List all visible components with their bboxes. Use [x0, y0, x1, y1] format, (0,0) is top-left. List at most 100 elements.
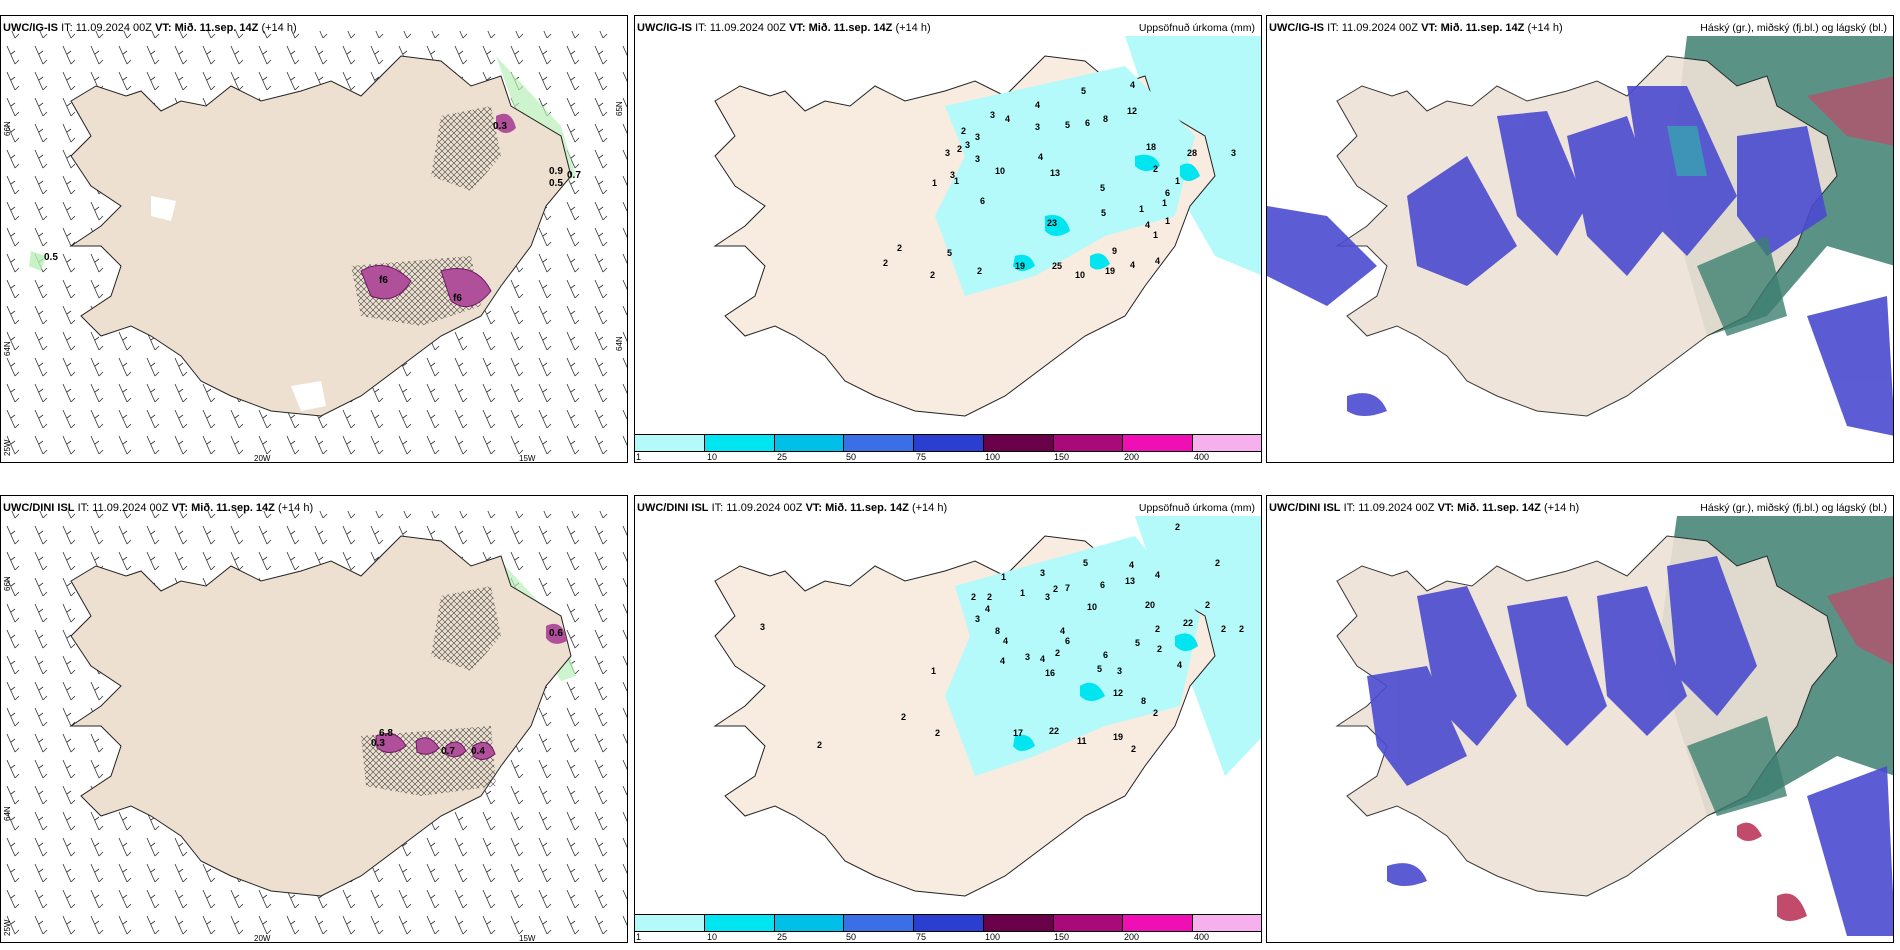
- lat-label-66n: 66N: [3, 576, 12, 591]
- svg-text:1: 1: [932, 178, 937, 188]
- colorbar-label: 10: [707, 932, 718, 942]
- svg-text:4: 4: [1038, 152, 1043, 162]
- precip-map: 5 4 12 3 4 4 6 8 2 3 3 5 3 18 28 3 3 2 3…: [713, 36, 1261, 417]
- panel-header: UWC/DINI ISL IT: 11.09.2024 00Z VT: Mið.…: [637, 502, 948, 514]
- svg-text:3: 3: [975, 154, 980, 164]
- svg-text:3: 3: [975, 132, 980, 142]
- precip-numbers: 5 4 12 3 4 4 6 8 2 3 3 5 3 18 28 3 3 2 3…: [883, 80, 1236, 280]
- lon-label-20w: 20W: [254, 934, 271, 943]
- svg-text:5: 5: [1081, 86, 1086, 96]
- svg-text:4: 4: [1155, 570, 1160, 580]
- svg-text:4: 4: [985, 604, 990, 614]
- wind-map: 0.5 0.3 0.9 0.7 0.5 f6 f6: [1, 31, 627, 462]
- svg-text:12: 12: [1113, 688, 1123, 698]
- svg-text:2: 2: [1205, 600, 1210, 610]
- svg-text:17: 17: [1013, 728, 1023, 738]
- svg-text:1: 1: [1020, 588, 1025, 598]
- svg-text:5: 5: [1101, 208, 1106, 218]
- svg-text:3: 3: [1035, 122, 1040, 132]
- colorbar-label: 1: [636, 452, 642, 462]
- svg-text:4: 4: [1130, 80, 1135, 90]
- cloud-cover-panel-row1: UWC/IG-IS IT: 11.09.2024 00Z VT: Mið. 11…: [1266, 15, 1894, 463]
- svg-text:1: 1: [931, 666, 936, 676]
- low-cloud-bands: [1267, 86, 1893, 436]
- precip-label: 6.8: [379, 728, 393, 739]
- svg-text:12: 12: [1127, 106, 1137, 116]
- svg-text:7: 7: [1065, 583, 1070, 593]
- colorbar-label: 150: [1054, 452, 1070, 462]
- lon-label-25w: 25W: [3, 919, 12, 936]
- colorbar-label: 400: [1194, 932, 1210, 942]
- cloud-cover-panel-row2: UWC/DINI ISL IT: 11.09.2024 00Z VT: Mið.…: [1266, 495, 1894, 943]
- precip-label: 0.7: [441, 746, 455, 757]
- panel-title: Háský (gr.), miðský (fj.bl.) og lágský (…: [1700, 502, 1887, 514]
- svg-text:9: 9: [1112, 246, 1117, 256]
- lon-label-25w: 25W: [3, 439, 12, 456]
- accumulated-precip-panel-row2: UWC/DINI ISL IT: 11.09.2024 00Z VT: Mið.…: [634, 495, 1262, 943]
- panel-title: Uppsöfnuð úrkoma (mm): [1138, 502, 1255, 514]
- svg-text:8: 8: [1103, 114, 1108, 124]
- colorbar-label: 50: [846, 452, 857, 462]
- svg-text:1: 1: [1165, 216, 1170, 226]
- svg-text:6: 6: [1165, 188, 1170, 198]
- svg-text:19: 19: [1113, 732, 1123, 742]
- svg-text:4: 4: [1003, 636, 1008, 646]
- svg-text:16: 16: [1045, 668, 1055, 678]
- svg-text:2: 2: [1221, 624, 1226, 634]
- svg-text:13: 13: [1125, 576, 1135, 586]
- wind-map: 0.3 0.7 0.4 6.8 0.6: [1, 511, 627, 942]
- svg-text:2: 2: [977, 266, 982, 276]
- lat-label-right: 64N: [615, 336, 624, 351]
- svg-text:2: 2: [987, 592, 992, 602]
- colorbar-label: 1: [636, 932, 642, 942]
- lon-label-20w: 20W: [254, 454, 271, 463]
- cloud-map: [1267, 36, 1893, 436]
- svg-text:2: 2: [1239, 624, 1244, 634]
- precip-label: f6: [453, 293, 462, 304]
- svg-text:2: 2: [930, 270, 935, 280]
- colorbar-label: 25: [777, 452, 788, 462]
- svg-text:3: 3: [950, 170, 955, 180]
- colorbar-label: 10: [707, 452, 718, 462]
- lon-label-15w: 15W: [519, 454, 536, 463]
- panel-header: UWC/DINI ISL IT: 11.09.2024 00Z VT: Mið.…: [3, 502, 314, 514]
- panel-title: Uppsöfnuð úrkoma (mm): [1138, 22, 1255, 34]
- svg-text:19: 19: [1105, 266, 1115, 276]
- svg-text:2: 2: [1155, 624, 1160, 634]
- lat-label-66n: 66N: [3, 121, 12, 136]
- svg-text:5: 5: [1097, 664, 1102, 674]
- svg-text:4: 4: [1130, 260, 1135, 270]
- lat-label-64n: 64N: [3, 806, 12, 821]
- svg-text:2: 2: [901, 712, 906, 722]
- svg-text:2: 2: [1157, 644, 1162, 654]
- svg-text:23: 23: [1047, 218, 1057, 228]
- precip-magenta-1: [360, 264, 412, 300]
- panel-header: UWC/DINI ISL IT: 11.09.2024 00Z VT: Mið.…: [1269, 502, 1580, 514]
- svg-text:4: 4: [1040, 654, 1045, 664]
- colorbar-label: 400: [1194, 452, 1210, 462]
- accumulated-precip-panel-row1: UWC/IG-IS IT: 11.09.2024 00Z VT: Mið. 11…: [634, 15, 1262, 463]
- precip-label: 0.5: [549, 178, 563, 189]
- svg-text:6: 6: [1100, 580, 1105, 590]
- svg-text:4: 4: [1000, 656, 1005, 666]
- svg-text:2: 2: [1153, 164, 1158, 174]
- svg-text:5: 5: [1083, 558, 1088, 568]
- svg-text:1: 1: [1139, 204, 1144, 214]
- svg-text:2: 2: [935, 728, 940, 738]
- svg-text:5: 5: [1100, 183, 1105, 193]
- svg-text:19: 19: [1015, 261, 1025, 271]
- svg-text:3: 3: [990, 110, 995, 120]
- svg-text:18: 18: [1146, 142, 1156, 152]
- svg-text:5: 5: [947, 248, 952, 258]
- precip-1-10mm: [935, 66, 1195, 296]
- colorbar-label: 75: [916, 932, 927, 942]
- svg-text:3: 3: [1045, 592, 1050, 602]
- svg-text:1: 1: [1153, 230, 1158, 240]
- panel-header: UWC/IG-IS IT: 11.09.2024 00Z VT: Mið. 11…: [1269, 22, 1563, 34]
- svg-text:4: 4: [1060, 626, 1065, 636]
- lat-label-64n: 64N: [3, 341, 12, 356]
- precip-label: f6: [379, 275, 388, 286]
- svg-text:3: 3: [760, 622, 765, 632]
- precip-colorbar: [635, 434, 1261, 452]
- colorbar-label: 100: [985, 452, 1001, 462]
